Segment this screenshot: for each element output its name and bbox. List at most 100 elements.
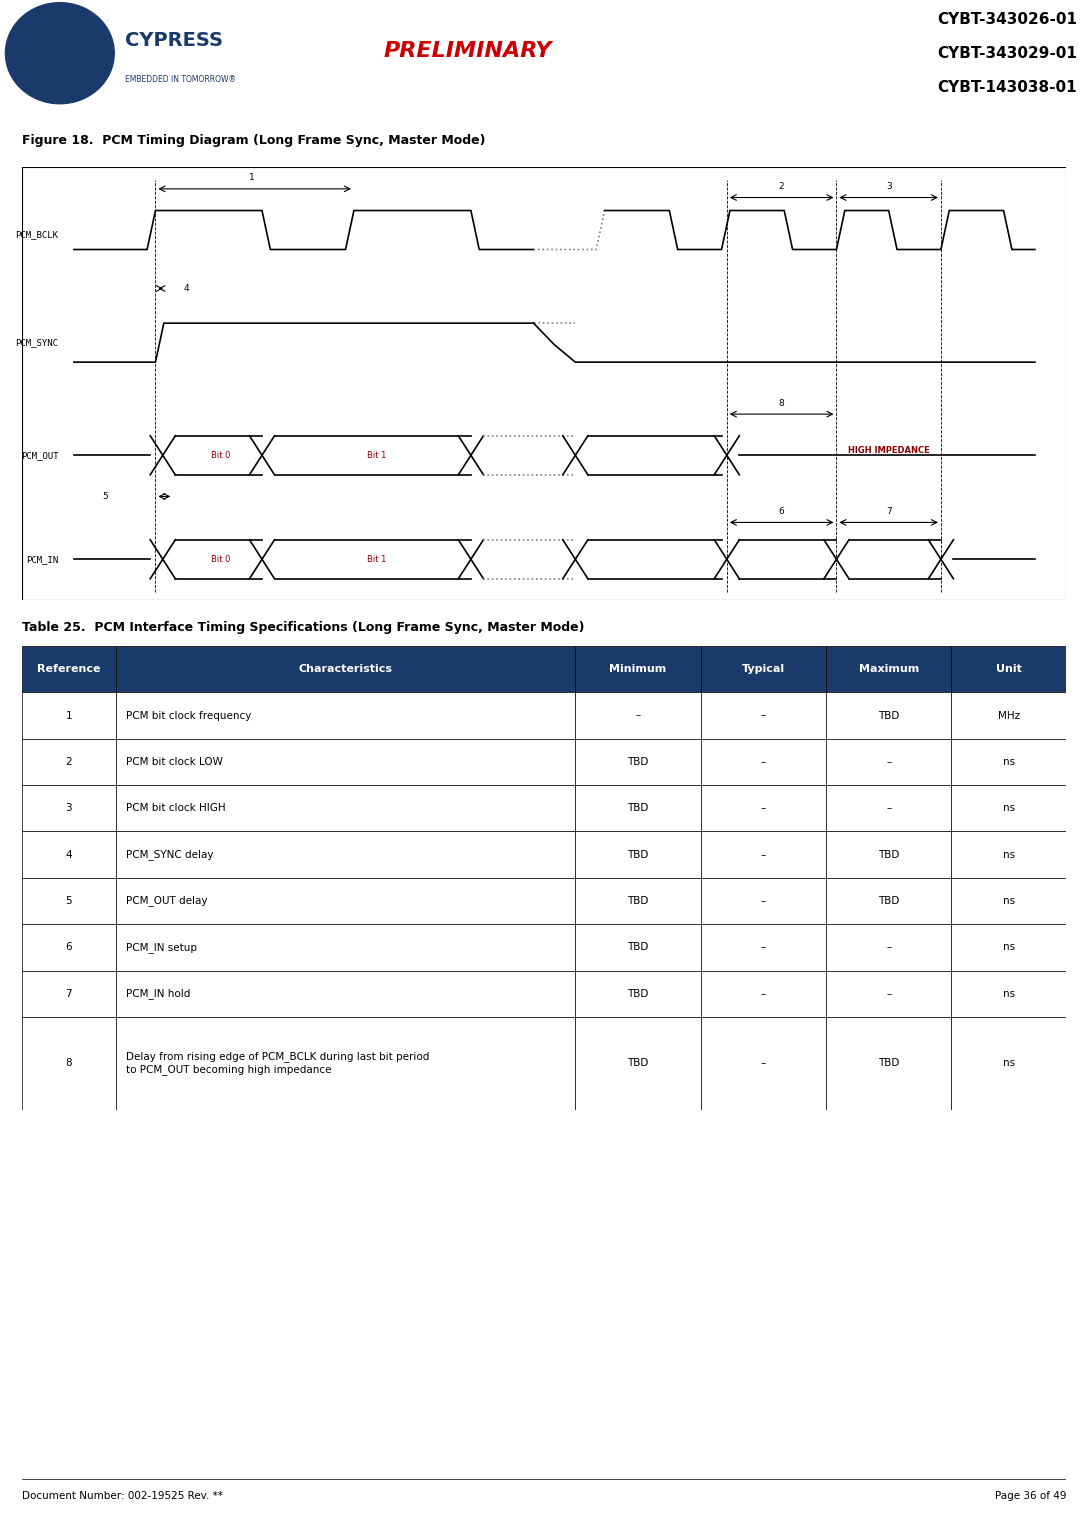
FancyBboxPatch shape [576,1017,701,1110]
Text: 2: 2 [65,757,72,768]
Text: ns: ns [1003,895,1015,906]
FancyBboxPatch shape [115,877,576,924]
FancyBboxPatch shape [951,739,1066,784]
FancyBboxPatch shape [826,877,951,924]
FancyBboxPatch shape [115,924,576,971]
Text: EMBEDDED IN TOMORROW®: EMBEDDED IN TOMORROW® [125,76,236,84]
FancyBboxPatch shape [951,1017,1066,1110]
Text: 8: 8 [65,1058,72,1069]
FancyBboxPatch shape [576,784,701,831]
FancyBboxPatch shape [951,646,1066,693]
FancyBboxPatch shape [826,971,951,1017]
FancyBboxPatch shape [22,739,115,784]
Text: ns: ns [1003,988,1015,999]
Text: –: – [761,710,766,720]
Text: –: – [761,988,766,999]
FancyBboxPatch shape [701,693,826,739]
Text: 1: 1 [249,173,255,182]
FancyBboxPatch shape [576,877,701,924]
Text: –: – [886,803,891,813]
FancyBboxPatch shape [576,693,701,739]
Text: PCM_SYNC: PCM_SYNC [15,337,59,347]
Text: PCM bit clock frequency: PCM bit clock frequency [126,710,251,720]
FancyBboxPatch shape [951,924,1066,971]
Text: MHz: MHz [998,710,1019,720]
Text: PCM bit clock LOW: PCM bit clock LOW [126,757,223,768]
FancyBboxPatch shape [826,1017,951,1110]
Text: CYBT-343029-01: CYBT-343029-01 [937,46,1077,61]
Text: 7: 7 [886,508,891,515]
Text: TBD: TBD [628,1058,648,1069]
Text: Characteristics: Characteristics [298,664,393,675]
Text: 5: 5 [102,492,108,502]
Text: –: – [761,850,766,860]
Text: Table 25.  PCM Interface Timing Specifications (Long Frame Sync, Master Mode): Table 25. PCM Interface Timing Specifica… [22,620,584,634]
Text: Document Number: 002-19525 Rev. **: Document Number: 002-19525 Rev. ** [22,1491,223,1500]
Text: 8: 8 [779,398,784,407]
Text: –: – [761,1058,766,1069]
FancyBboxPatch shape [951,831,1066,877]
Text: TBD: TBD [628,803,648,813]
Text: Figure 18.  PCM Timing Diagram (Long Frame Sync, Master Mode): Figure 18. PCM Timing Diagram (Long Fram… [22,134,485,147]
FancyBboxPatch shape [701,739,826,784]
Text: 4: 4 [184,284,189,293]
FancyBboxPatch shape [951,877,1066,924]
Text: PCM_IN setup: PCM_IN setup [126,942,197,953]
Text: –: – [886,988,891,999]
FancyBboxPatch shape [701,1017,826,1110]
FancyBboxPatch shape [22,1017,115,1110]
FancyBboxPatch shape [576,646,701,693]
FancyBboxPatch shape [826,693,951,739]
Text: 2: 2 [779,182,784,192]
FancyBboxPatch shape [701,646,826,693]
Text: 7: 7 [65,988,72,999]
FancyBboxPatch shape [576,924,701,971]
Text: TBD: TBD [628,988,648,999]
Text: Typical: Typical [742,664,784,675]
FancyBboxPatch shape [826,831,951,877]
Text: TBD: TBD [878,710,900,720]
FancyBboxPatch shape [701,784,826,831]
FancyBboxPatch shape [115,739,576,784]
FancyBboxPatch shape [115,831,576,877]
Text: PCM_IN hold: PCM_IN hold [126,988,190,999]
FancyBboxPatch shape [951,784,1066,831]
FancyBboxPatch shape [951,693,1066,739]
Text: CYBT-343026-01: CYBT-343026-01 [937,12,1077,27]
Text: ns: ns [1003,942,1015,953]
Text: PCM_OUT delay: PCM_OUT delay [126,895,208,906]
Text: TBD: TBD [628,850,648,860]
Text: ns: ns [1003,850,1015,860]
FancyBboxPatch shape [826,924,951,971]
FancyBboxPatch shape [22,877,115,924]
FancyBboxPatch shape [115,693,576,739]
Text: PCM_IN: PCM_IN [26,555,59,564]
Text: ns: ns [1003,1058,1015,1069]
Text: Bit 1: Bit 1 [367,451,386,459]
Text: 3: 3 [65,803,72,813]
Text: Bit 0: Bit 0 [210,451,230,459]
Text: PCM_OUT: PCM_OUT [21,451,59,459]
FancyBboxPatch shape [951,971,1066,1017]
FancyBboxPatch shape [576,739,701,784]
Text: Bit 0: Bit 0 [210,555,230,564]
FancyBboxPatch shape [701,831,826,877]
FancyBboxPatch shape [115,971,576,1017]
Text: PRELIMINARY: PRELIMINARY [384,41,552,61]
Text: TBD: TBD [628,757,648,768]
FancyBboxPatch shape [22,784,115,831]
Text: Delay from rising edge of PCM_BCLK during last bit period
to PCM_OUT becoming hi: Delay from rising edge of PCM_BCLK durin… [126,1052,430,1075]
FancyBboxPatch shape [701,877,826,924]
Text: HIGH IMPEDANCE: HIGH IMPEDANCE [848,447,929,456]
FancyBboxPatch shape [115,1017,576,1110]
Text: 5: 5 [65,895,72,906]
FancyBboxPatch shape [115,646,576,693]
Text: 6: 6 [65,942,72,953]
Text: TBD: TBD [878,1058,900,1069]
FancyBboxPatch shape [826,739,951,784]
Text: PCM_BCLK: PCM_BCLK [15,230,59,239]
Text: 1: 1 [65,710,72,720]
Text: ns: ns [1003,757,1015,768]
Text: 4: 4 [65,850,72,860]
Text: CYBT-143038-01: CYBT-143038-01 [938,79,1077,94]
